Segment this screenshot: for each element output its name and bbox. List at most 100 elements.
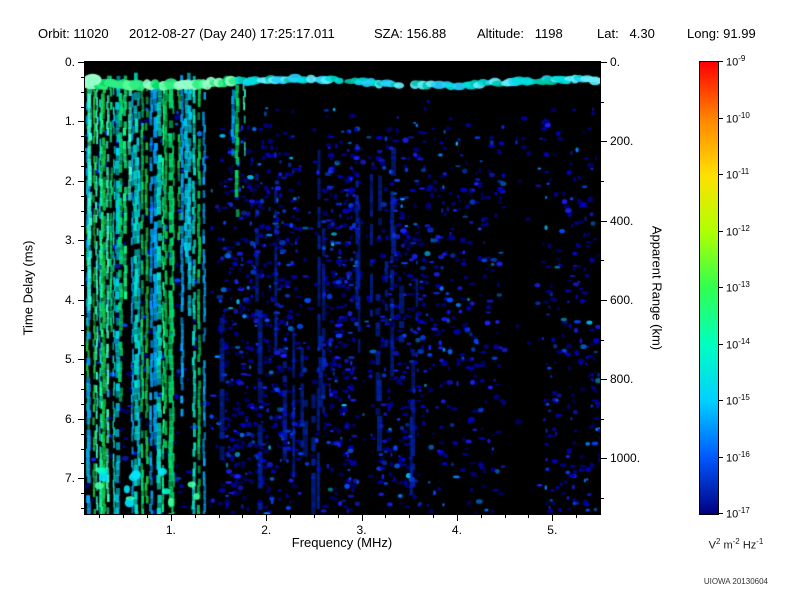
y-minor-tick xyxy=(81,91,84,93)
range-major-tick xyxy=(601,299,607,301)
y-minor-tick xyxy=(81,389,84,391)
y-minor-tick xyxy=(81,433,84,435)
x-major-tick xyxy=(266,515,268,521)
colorbar-tick xyxy=(719,513,723,514)
x-minor-tick xyxy=(123,515,125,518)
range-major-tick xyxy=(601,379,607,381)
range-major-tick xyxy=(601,458,607,460)
range-minor-tick xyxy=(601,101,604,103)
colorbar-tick-label: 10-14 xyxy=(726,336,750,352)
header-longitude: Long: 91.99 xyxy=(687,26,756,41)
x-minor-tick xyxy=(313,515,315,518)
x-minor-tick xyxy=(504,515,506,518)
right-axis-label: Apparent Range (km) xyxy=(649,225,665,351)
range-tick-label: 800. xyxy=(610,372,634,387)
colorbar-gradient xyxy=(699,61,719,515)
range-minor-tick xyxy=(601,418,604,420)
y-minor-tick xyxy=(81,463,84,465)
x-tick-label: 5. xyxy=(547,523,558,537)
watermark: UIOWA 20130604 xyxy=(703,577,768,586)
y-major-tick xyxy=(78,478,84,480)
y-minor-tick xyxy=(81,493,84,495)
y-major-tick xyxy=(78,299,84,301)
header-latitude: Lat: 4.30 xyxy=(597,26,655,41)
y-minor-tick xyxy=(81,151,84,153)
colorbar-tick xyxy=(719,174,723,175)
y-minor-tick xyxy=(81,314,84,316)
x-tick-label: 2. xyxy=(261,523,272,537)
x-major-tick xyxy=(361,515,363,521)
colorbar-tick-label: 10-10 xyxy=(726,110,750,126)
range-tick-label: 0. xyxy=(610,55,621,69)
x-tick-label: 1. xyxy=(165,523,176,537)
colorbar-tick-label: 10-12 xyxy=(726,223,750,239)
y-major-tick xyxy=(78,359,84,361)
x-minor-tick xyxy=(337,515,339,518)
y-minor-tick xyxy=(81,106,84,108)
range-tick-label: 400. xyxy=(610,213,634,228)
x-minor-tick xyxy=(146,515,148,518)
y-tick-label: 1. xyxy=(64,114,75,129)
spectrogram-canvas xyxy=(85,62,600,514)
y-minor-tick xyxy=(81,508,84,510)
range-minor-tick xyxy=(601,260,604,262)
y-minor-tick xyxy=(81,195,84,197)
range-tick-label: 200. xyxy=(610,134,634,149)
y-minor-tick xyxy=(81,136,84,138)
y-major-tick xyxy=(78,62,84,63)
header-sza: SZA: 156.88 xyxy=(374,26,447,41)
y-minor-tick xyxy=(81,255,84,257)
y-tick-label: 7. xyxy=(64,471,75,486)
colorbar-tick-label: 10-11 xyxy=(726,167,750,182)
y-minor-tick xyxy=(81,225,84,227)
range-major-tick xyxy=(601,141,607,143)
colorbar-tick-label: 10-15 xyxy=(726,393,750,408)
y-minor-tick xyxy=(81,344,84,346)
x-major-tick xyxy=(170,515,172,521)
y-minor-tick xyxy=(81,329,84,331)
x-minor-tick xyxy=(528,515,530,518)
y-tick-label: 5. xyxy=(64,352,75,367)
range-minor-tick xyxy=(601,498,604,500)
header-orbit: Orbit: 11020 xyxy=(38,26,109,41)
y-minor-tick xyxy=(81,210,84,212)
x-axis-label: Frequency (MHz) xyxy=(291,535,393,550)
colorbar-tick-label: 10-9 xyxy=(726,54,746,69)
range-minor-tick xyxy=(601,339,604,341)
x-minor-tick xyxy=(99,515,101,518)
y-minor-tick xyxy=(81,403,84,405)
colorbar-tick xyxy=(719,287,723,288)
y-minor-tick xyxy=(81,285,84,287)
plot-area xyxy=(84,61,601,515)
header-altitude: Altitude: 1198 xyxy=(477,26,563,41)
colorbar-tick-label: 10-13 xyxy=(726,280,750,295)
colorbar-tick xyxy=(719,117,723,119)
colorbar-tick-label: 10-16 xyxy=(726,449,750,465)
x-minor-tick xyxy=(242,515,244,518)
colorbar-tick xyxy=(719,400,723,401)
x-major-tick xyxy=(552,515,554,521)
y-major-tick xyxy=(78,180,84,182)
y-minor-tick xyxy=(81,374,84,376)
colorbar-tick xyxy=(719,230,723,232)
colorbar-tick xyxy=(719,61,723,62)
header-datetime: 2012-08-27 (Day 240) 17:25:17.011 xyxy=(129,26,335,41)
range-minor-tick xyxy=(601,180,604,182)
range-major-tick xyxy=(601,220,607,222)
colorbar-tick-label: 10-17 xyxy=(726,506,750,521)
x-tick-label: 4. xyxy=(451,523,462,537)
y-tick-label: 2. xyxy=(64,173,75,188)
x-minor-tick xyxy=(433,515,435,518)
colorbar-tick xyxy=(719,343,723,345)
x-tick-label: 3. xyxy=(356,523,367,537)
y-minor-tick xyxy=(81,166,84,168)
x-minor-tick xyxy=(194,515,196,518)
range-major-tick xyxy=(601,62,607,63)
colorbar-tick xyxy=(719,456,723,458)
y-major-tick xyxy=(78,418,84,420)
x-minor-tick xyxy=(385,515,387,518)
y-major-tick xyxy=(78,240,84,242)
y-axis-label: Time Delay (ms) xyxy=(20,240,36,336)
y-tick-label: 6. xyxy=(64,411,75,426)
